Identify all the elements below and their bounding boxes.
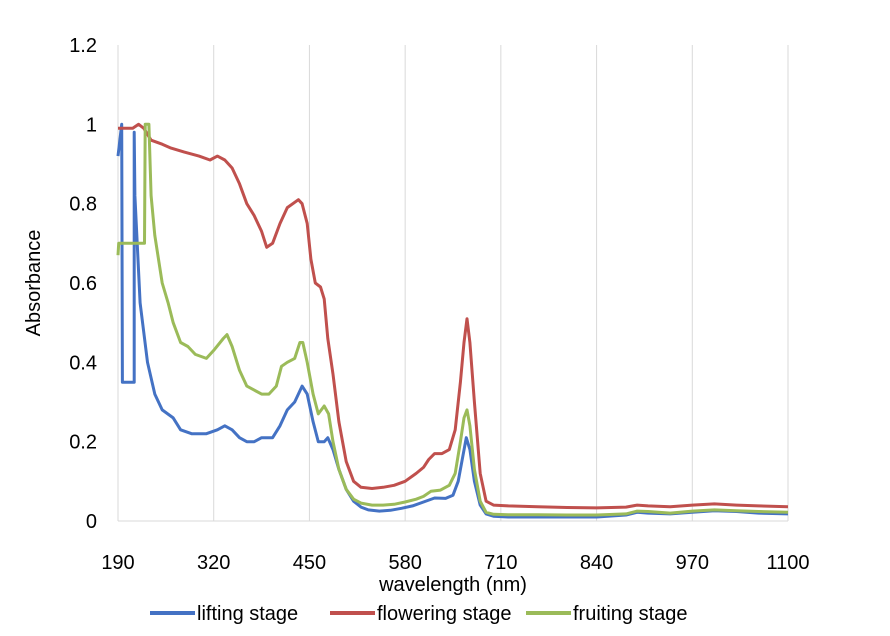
x-tick-label: 580: [388, 552, 421, 574]
legend-label: flowering stage: [377, 603, 512, 625]
legend-label: lifting stage: [197, 603, 298, 625]
y-tick-label: 0.8: [69, 194, 97, 216]
y-tick-label: 1.2: [69, 35, 97, 57]
x-tick-label: 1100: [766, 552, 809, 574]
x-tick-label: 970: [676, 552, 709, 574]
axes: [117, 45, 788, 522]
series-lines: [116, 122, 789, 519]
x-tick-label: 190: [101, 552, 134, 574]
gridlines: [213, 45, 789, 521]
y-tick-label: 0.2: [69, 432, 97, 454]
series-line-flowering-stage: [118, 122, 789, 510]
y-tick-label: 0.4: [69, 352, 97, 374]
legend-label: fruiting stage: [573, 603, 688, 625]
x-tick-label: 710: [484, 552, 517, 574]
y-axis-title: Absorbance: [23, 230, 45, 337]
legend: lifting stage flowering stage fruiting sta…: [150, 603, 688, 625]
x-tick-label: 840: [580, 552, 613, 574]
y-tick-label: 1: [86, 114, 97, 136]
x-tick-label: 450: [293, 552, 326, 574]
x-tick-label: 320: [197, 552, 230, 574]
y-tick-label: 0: [86, 511, 97, 533]
series-line-lifting-stage: [116, 122, 789, 519]
y-tick-label: 0.6: [69, 273, 97, 295]
x-axis-title: wavelength (nm): [378, 574, 527, 596]
series-line-fruiting-stage: [116, 122, 789, 517]
tick-labels: 190 320 450 580 710 840 970 1100 0 0.2 0.4 0.6 0.8 1 1…: [69, 35, 809, 574]
